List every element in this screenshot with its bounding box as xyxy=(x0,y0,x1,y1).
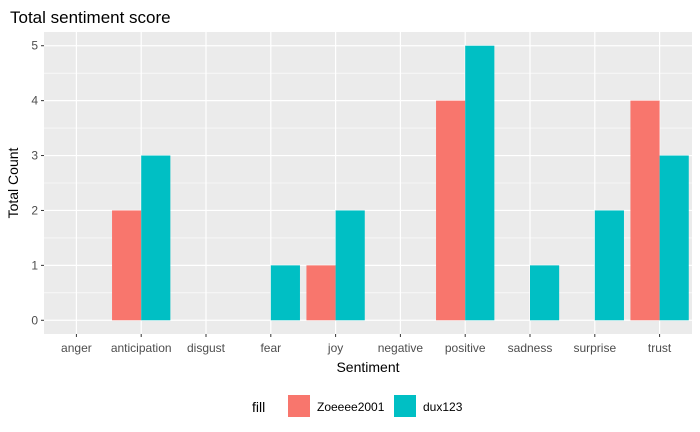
legend-swatch-Zoeeee2001 xyxy=(288,395,310,417)
bar-Zoeeee2001-joy xyxy=(306,265,336,321)
legend: fill Zoeeee2001 dux123 xyxy=(252,395,463,417)
bar-dux123-positive xyxy=(465,45,495,321)
x-tick-label-joy: joy xyxy=(327,341,343,355)
chart-title: Total sentiment score xyxy=(10,8,171,27)
x-tick-label-negative: negative xyxy=(378,341,424,355)
x-tick-label-fear: fear xyxy=(260,341,281,355)
x-tick-label-anticipation: anticipation xyxy=(111,341,172,355)
bar-dux123-trust xyxy=(659,155,689,321)
x-tick-label-disgust: disgust xyxy=(187,341,226,355)
legend-swatch-dux123 xyxy=(394,395,416,417)
y-tick-label: 1 xyxy=(31,258,38,272)
y-tick-label: 2 xyxy=(31,203,38,217)
y-tick-label: 3 xyxy=(31,149,38,163)
x-tick-label-positive: positive xyxy=(445,341,486,355)
bar-dux123-joy xyxy=(335,210,365,321)
x-tick-label-surprise: surprise xyxy=(573,341,616,355)
legend-label-dux123: dux123 xyxy=(423,400,463,414)
y-tick-label: 4 xyxy=(31,94,38,108)
y-axis-title: Total Count xyxy=(5,147,21,218)
y-tick-label: 0 xyxy=(31,313,38,327)
x-tick-label-anger: anger xyxy=(61,341,92,355)
y-axis-ticks: 0 1 2 3 4 5 xyxy=(31,39,44,327)
bar-dux123-fear xyxy=(270,265,300,321)
x-tick-label-trust: trust xyxy=(648,341,672,355)
legend-label-Zoeeee2001: Zoeeee2001 xyxy=(317,400,385,414)
x-tick-label-sadness: sadness xyxy=(508,341,553,355)
bar-Zoeeee2001-positive xyxy=(436,100,466,321)
bar-Zoeeee2001-anticipation xyxy=(112,210,142,321)
bar-dux123-surprise xyxy=(594,210,624,321)
bars xyxy=(112,45,689,321)
x-axis-title: Sentiment xyxy=(336,359,399,375)
bar-Zoeeee2001-trust xyxy=(630,100,660,321)
legend-title: fill xyxy=(252,399,265,415)
x-axis-ticks: anger anticipation disgust fear joy negative p… xyxy=(61,334,672,355)
y-tick-label: 5 xyxy=(31,39,38,53)
bar-dux123-anticipation xyxy=(141,155,171,321)
bar-dux123-sadness xyxy=(530,265,560,321)
